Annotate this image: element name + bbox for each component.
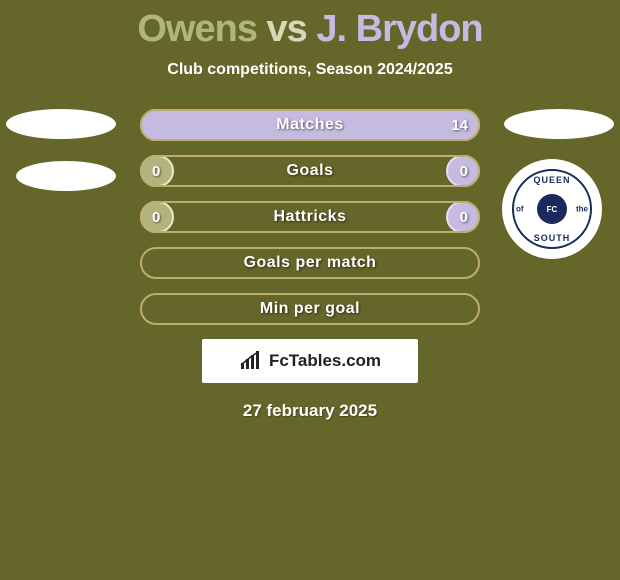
crest-text-left: of xyxy=(516,205,524,214)
right-badge-ellipse-1 xyxy=(504,109,614,139)
title-right: J. Brydon xyxy=(316,8,482,50)
bar-value-left: 0 xyxy=(152,155,160,187)
bar-row: Goals0 0 xyxy=(140,155,480,187)
bar-value-left: 0 xyxy=(152,201,160,233)
crest-text-top: QUEEN xyxy=(533,175,570,185)
bar-value-right: 14 xyxy=(451,109,468,141)
bar-label: Min per goal xyxy=(140,293,480,325)
title-left: Owens xyxy=(137,8,257,50)
crest-text-right: the xyxy=(576,205,588,214)
crest-center: FC xyxy=(537,194,567,224)
bar-label: Goals per match xyxy=(140,247,480,279)
subtitle: Club competitions, Season 2024/2025 xyxy=(0,61,620,79)
crest-ring: QUEEN of the SOUTH FC xyxy=(512,169,592,249)
bar-row: Min per goal xyxy=(140,293,480,325)
bar-row: Matches14 xyxy=(140,109,480,141)
page-title: Owens vs J. Brydon xyxy=(0,0,620,51)
brand-text: FcTables.com xyxy=(269,351,381,371)
left-badge-ellipse-2 xyxy=(16,161,116,191)
crest-text-bottom: SOUTH xyxy=(534,233,571,243)
title-vs: vs xyxy=(267,8,307,50)
date-text: 27 february 2025 xyxy=(0,401,620,421)
brand-box: FcTables.com xyxy=(202,339,418,383)
left-badge-ellipse-1 xyxy=(6,109,116,139)
bar-chart-icon xyxy=(239,351,263,371)
content-area: QUEEN of the SOUTH FC Matches14Goals00Ha… xyxy=(0,109,620,421)
bar-value-right: 0 xyxy=(460,201,468,233)
bar-label: Hattricks xyxy=(140,201,480,233)
right-club-crest: QUEEN of the SOUTH FC xyxy=(502,159,602,259)
bar-row: Hattricks0 0 xyxy=(140,201,480,233)
bar-value-right: 0 xyxy=(460,155,468,187)
comparison-bars: Matches14Goals00Hattricks00Goals per mat… xyxy=(140,109,480,325)
bar-label: Goals xyxy=(140,155,480,187)
bar-label: Matches xyxy=(140,109,480,141)
bar-row: Goals per match xyxy=(140,247,480,279)
